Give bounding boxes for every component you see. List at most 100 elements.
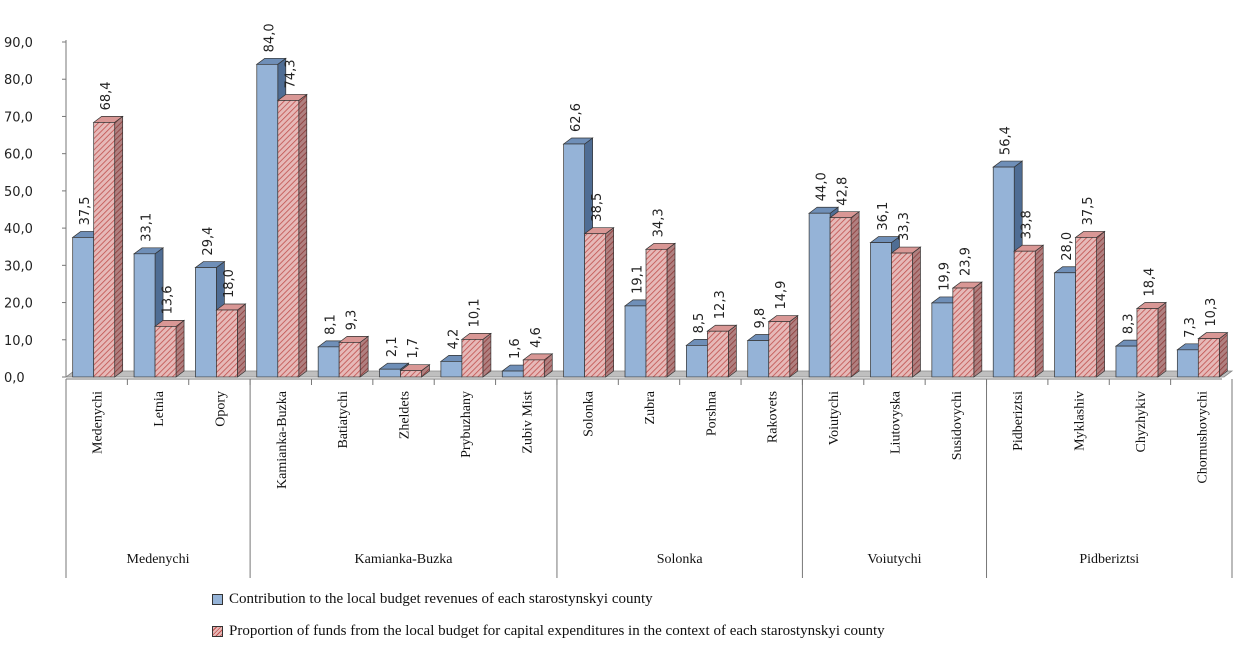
data-label: 12,3: [713, 290, 728, 319]
x-tick-label: Porshna: [704, 390, 719, 436]
data-label: 29,4: [201, 227, 216, 256]
y-tick-label: 50,0: [4, 185, 33, 200]
bar-proportion: [583, 226, 615, 378]
data-label: 10,3: [1204, 298, 1219, 327]
y-tick-label: 30,0: [4, 259, 33, 274]
data-label: 8,5: [692, 313, 707, 334]
bar-proportion: [522, 353, 554, 378]
legend-label-proportion: Proportion of funds from the local budge…: [229, 622, 885, 639]
data-label: 33,8: [1020, 210, 1035, 239]
x-tick-label: Solonka: [582, 390, 597, 437]
bar-proportion: [1074, 230, 1106, 378]
y-tick-label: 10,0: [4, 334, 33, 349]
data-label: 56,4: [999, 126, 1014, 155]
x-tick-label: Zubiv Mist: [520, 391, 535, 454]
legend-label-contribution: Contribution to the local budget revenue…: [229, 590, 653, 607]
bar-proportion: [460, 332, 492, 378]
data-label: 8,3: [1121, 313, 1136, 334]
data-label: 62,6: [569, 103, 584, 132]
data-label: 10,1: [467, 298, 482, 327]
data-label: 33,3: [897, 212, 912, 241]
bar-proportion: [1135, 301, 1167, 378]
data-label: 42,8: [836, 177, 851, 206]
legend-swatch-red: [212, 625, 223, 637]
data-label: 23,9: [958, 247, 973, 276]
data-label: 37,5: [78, 196, 93, 225]
data-label: 19,9: [937, 262, 952, 291]
x-tick-label: Rakovets: [766, 391, 781, 443]
data-label: 33,1: [140, 213, 155, 242]
data-label: 34,3: [652, 208, 667, 237]
bar-proportion: [92, 115, 124, 378]
data-label: 7,3: [1183, 317, 1198, 338]
axis-layer: 0,0 10,0 20,0 30,0 40,0 50,0 60,0 70,0 80,0 90,0: [4, 36, 1234, 578]
group-label: Solonka: [657, 552, 704, 567]
legend: Contribution to the local budget revenue…: [212, 588, 885, 652]
data-label: 4,6: [529, 327, 544, 348]
x-tick-label: Medenychi: [91, 391, 106, 454]
bar-proportion: [706, 324, 738, 378]
x-tick-label: Myklashiv: [1073, 391, 1088, 451]
x-tick-label: Liutovyska: [888, 390, 903, 454]
y-tick-label: 0,0: [4, 371, 25, 386]
data-label: 4,2: [446, 329, 461, 350]
bar-proportion: [951, 281, 983, 378]
x-tick-label: Prybuzhany: [459, 391, 474, 458]
bar-proportion: [829, 210, 861, 378]
data-label: 13,6: [161, 285, 176, 314]
data-label: 1,6: [508, 338, 523, 359]
legend-entry-proportion: Proportion of funds from the local budge…: [212, 620, 885, 642]
bar-proportion: [154, 319, 186, 378]
bar-proportion: [644, 242, 677, 378]
group-label: Kamianka-Buzka: [355, 552, 454, 567]
y-tick-label: 80,0: [4, 73, 33, 88]
bar-proportion: [215, 303, 247, 378]
group-label: Voiutychi: [867, 552, 921, 567]
data-label: 18,0: [222, 269, 237, 298]
data-label: 2,1: [385, 336, 400, 357]
x-tick-label: Kamianka-Buzka: [275, 390, 290, 489]
bar-proportion: [276, 93, 308, 378]
data-label: 8,1: [324, 314, 339, 335]
x-tick-label: Voiutychi: [827, 391, 842, 445]
legend-swatch-blue: [212, 593, 223, 605]
data-label: 38,5: [590, 193, 605, 222]
data-label: 19,1: [631, 265, 646, 294]
bar-proportion: [890, 246, 922, 378]
data-label: 14,9: [774, 281, 789, 310]
data-label: 74,3: [283, 59, 298, 88]
x-tick-label: Batiatychi: [336, 391, 351, 449]
x-tick-label: Letnia: [152, 390, 167, 427]
bar-proportion: [338, 335, 370, 378]
data-label: 37,5: [1081, 196, 1096, 225]
bar-proportion: [399, 363, 431, 378]
data-label: 9,3: [345, 310, 360, 331]
data-label: 18,4: [1142, 268, 1157, 297]
x-tick-label: Zubra: [643, 390, 658, 424]
group-label: Medenychi: [127, 552, 190, 567]
x-tick-label: Susidovychi: [950, 391, 965, 460]
y-tick-label: 60,0: [4, 148, 33, 163]
x-tick-label: Zheldets: [398, 391, 413, 439]
data-label: 9,8: [753, 308, 768, 329]
data-label: 1,7: [406, 338, 421, 359]
x-tick-label: Chyzhykiv: [1134, 391, 1149, 452]
y-tick-label: 70,0: [4, 110, 33, 125]
bar-proportion: [767, 314, 799, 378]
data-label: 44,0: [815, 172, 830, 201]
x-tick-label: Pidberiztsi: [1011, 391, 1026, 451]
y-tick-label: 40,0: [4, 222, 33, 237]
data-label: 36,1: [876, 202, 891, 231]
bar-proportion: [1197, 331, 1229, 378]
y-tick-label: 20,0: [4, 297, 33, 312]
group-label: Pidberiztsi: [1079, 552, 1139, 567]
bars-layer: [71, 57, 1229, 378]
labels-layer: Medenychi Letnia Opory Kamianka-Buzka Batiat…: [78, 23, 1219, 567]
legend-entry-contribution: Contribution to the local budget revenue…: [212, 588, 885, 610]
data-label: 68,4: [99, 81, 114, 110]
x-tick-label: Chornushovychi: [1195, 391, 1210, 484]
y-tick-label: 90,0: [4, 36, 33, 51]
data-label: 28,0: [1060, 232, 1075, 261]
bar-proportion: [1013, 244, 1045, 378]
